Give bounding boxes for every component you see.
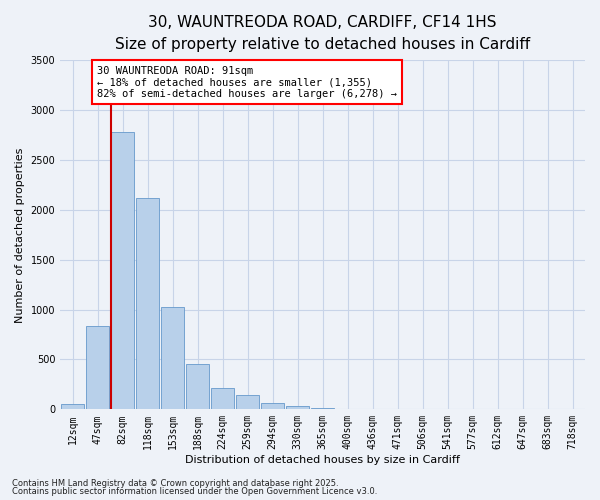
Bar — [161, 306, 184, 410]
Bar — [286, 406, 309, 409]
Text: Contains HM Land Registry data © Crown copyright and database right 2025.: Contains HM Land Registry data © Crown c… — [12, 478, 338, 488]
Bar — [262, 403, 284, 409]
Text: 30 WAUNTREODA ROAD: 91sqm
← 18% of detached houses are smaller (1,355)
82% of se: 30 WAUNTREODA ROAD: 91sqm ← 18% of detac… — [97, 66, 397, 98]
Bar — [211, 388, 234, 409]
Bar — [236, 395, 259, 409]
Bar — [187, 364, 209, 410]
Bar — [112, 132, 134, 409]
Bar — [311, 408, 334, 410]
Title: 30, WAUNTREODA ROAD, CARDIFF, CF14 1HS
Size of property relative to detached hou: 30, WAUNTREODA ROAD, CARDIFF, CF14 1HS S… — [115, 15, 530, 52]
Text: Contains public sector information licensed under the Open Government Licence v3: Contains public sector information licen… — [12, 487, 377, 496]
Y-axis label: Number of detached properties: Number of detached properties — [15, 147, 25, 322]
Bar — [61, 404, 84, 409]
Bar — [136, 198, 159, 410]
X-axis label: Distribution of detached houses by size in Cardiff: Distribution of detached houses by size … — [185, 455, 460, 465]
Bar — [86, 326, 109, 409]
